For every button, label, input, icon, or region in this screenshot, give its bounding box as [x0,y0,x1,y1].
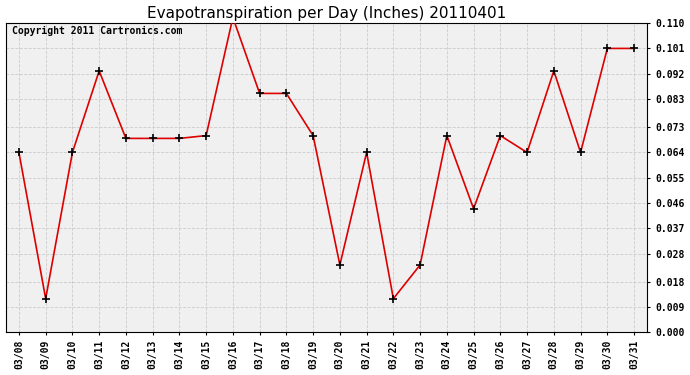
Title: Evapotranspiration per Day (Inches) 20110401: Evapotranspiration per Day (Inches) 2011… [147,6,506,21]
Text: Copyright 2011 Cartronics.com: Copyright 2011 Cartronics.com [12,26,182,36]
